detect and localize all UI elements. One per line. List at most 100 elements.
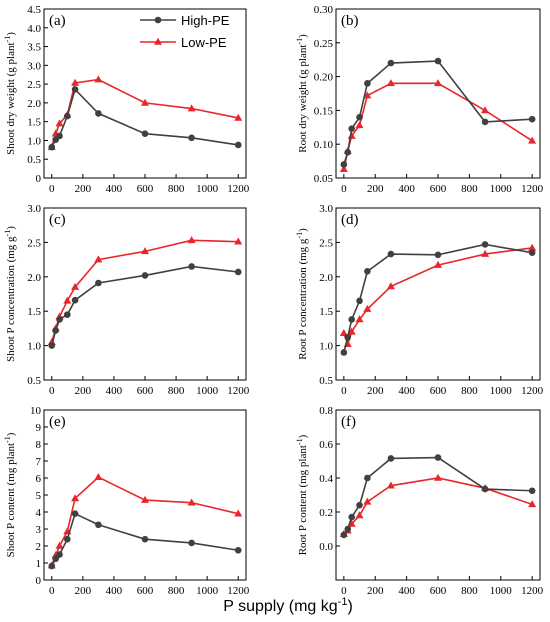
data-point <box>141 535 149 543</box>
x-tick-label: 200 <box>367 385 384 397</box>
y-tick-label: 2.5 <box>319 237 333 249</box>
y-tick-label: 1.0 <box>27 341 41 353</box>
x-tick-label: 800 <box>168 585 185 597</box>
data-point <box>356 501 363 509</box>
y-tick-label: 0.6 <box>319 439 333 451</box>
y-tick-label: 1.0 <box>319 341 333 353</box>
data-point <box>481 241 489 248</box>
series-line <box>50 239 239 343</box>
data-point <box>64 112 71 120</box>
data-point <box>355 511 364 519</box>
panel-label: (b) <box>341 13 359 29</box>
data-point <box>48 562 56 570</box>
x-tick-label: 400 <box>106 585 123 597</box>
data-point <box>188 263 195 270</box>
y-tick-label: 4.0 <box>27 23 41 35</box>
x-tick-label: 1000 <box>490 385 513 397</box>
data-point <box>348 316 355 323</box>
x-tick-label: 600 <box>430 585 447 597</box>
y-tick-label: 4.5 <box>27 4 41 16</box>
data-point <box>364 267 371 275</box>
y-axis-label: Root P content (mg plant-1) <box>295 434 309 555</box>
panels: 00.51.01.52.02.53.03.54.04.50 200 400 600 80… <box>3 4 544 597</box>
data-point <box>187 498 196 506</box>
data-point <box>347 327 356 335</box>
x-tick-label: 1000 <box>490 585 513 597</box>
data-point <box>64 535 71 543</box>
y-tick-label: 1.0 <box>27 135 41 147</box>
series-line <box>343 243 533 353</box>
data-point <box>234 237 243 245</box>
y-axis-label: Root P concentration (mg g-1) <box>295 228 309 360</box>
series-high-pe <box>340 57 536 168</box>
data-point <box>344 525 352 533</box>
series-low-pe <box>339 79 537 173</box>
data-point <box>94 75 103 83</box>
data-point <box>71 296 79 304</box>
data-point <box>48 342 56 349</box>
series-high-pe <box>340 241 536 356</box>
x-tick-label: 1200 <box>227 183 250 195</box>
plot-frame <box>43 409 247 581</box>
data-point <box>528 500 537 508</box>
data-point <box>234 546 242 554</box>
data-point <box>52 555 59 563</box>
x-tick-label: 400 <box>398 585 415 597</box>
x-tick-label: 800 <box>461 385 478 397</box>
data-point <box>363 497 372 505</box>
data-point <box>52 327 59 334</box>
panel-f: 0.0 0.2 0.4 0.6 0.8 0 200 400 600 800 1000 1200 (f) R… <box>295 405 544 597</box>
y-tick-label: 0.20 <box>314 72 334 84</box>
data-point <box>481 106 490 114</box>
y-tick-label: 8 <box>36 439 42 451</box>
series-high-pe <box>48 510 242 570</box>
data-point <box>94 255 103 263</box>
data-point <box>364 474 371 482</box>
data-point <box>481 249 490 257</box>
data-point <box>63 296 72 304</box>
x-tick-label: 200 <box>75 585 92 597</box>
data-point <box>356 113 363 121</box>
data-point <box>188 134 195 142</box>
y-tick-label: 0.2 <box>319 507 333 519</box>
y-tick-label: 0.5 <box>319 375 333 387</box>
panel-label: (e) <box>49 414 66 430</box>
x-tick-label: 600 <box>137 183 154 195</box>
y-tick-label: 0.5 <box>27 375 41 387</box>
panel-label: (c) <box>49 212 66 228</box>
y-tick-label: 2.0 <box>27 98 41 110</box>
x-tick-label: 200 <box>367 585 384 597</box>
data-point <box>56 316 63 323</box>
y-tick-label: 6 <box>36 473 42 485</box>
data-point <box>95 521 102 529</box>
y-tick-label: 2.0 <box>319 272 333 284</box>
x-tick-label: 600 <box>137 585 154 597</box>
legend-entry-low-pe: Low-PE <box>140 35 227 50</box>
panel-b: 0.05 0.10 0.15 0.20 0.25 0.30 0 200 400 600 800 100… <box>295 4 544 195</box>
series-line <box>51 476 239 566</box>
data-point <box>387 59 395 67</box>
panel-d: 0.5 1.0 1.5 2.0 2.5 3.0 0 200 400 600 800 1000 1200 (… <box>295 203 544 397</box>
data-point <box>141 272 149 279</box>
plot-frame <box>335 207 541 381</box>
x-tick-label: 0 <box>341 385 347 397</box>
data-point <box>55 119 64 127</box>
data-point <box>64 311 71 318</box>
y-tick-label: 1.5 <box>27 117 41 129</box>
data-point <box>234 509 243 517</box>
x-tick-label: 1000 <box>490 183 513 195</box>
data-point <box>528 115 536 123</box>
panel-label: (f) <box>341 414 356 430</box>
series-low-pe <box>339 473 537 537</box>
data-point <box>339 165 348 173</box>
data-point <box>234 268 242 276</box>
y-tick-label: 2.0 <box>27 272 41 284</box>
plot-frame <box>335 409 541 581</box>
y-tick-label: 10 <box>30 405 42 417</box>
data-point <box>141 130 149 137</box>
legend-entry-high-pe: High-PE <box>140 13 230 28</box>
y-tick-label: 0.0 <box>319 541 333 553</box>
series-line <box>343 82 533 170</box>
data-point <box>434 454 442 461</box>
